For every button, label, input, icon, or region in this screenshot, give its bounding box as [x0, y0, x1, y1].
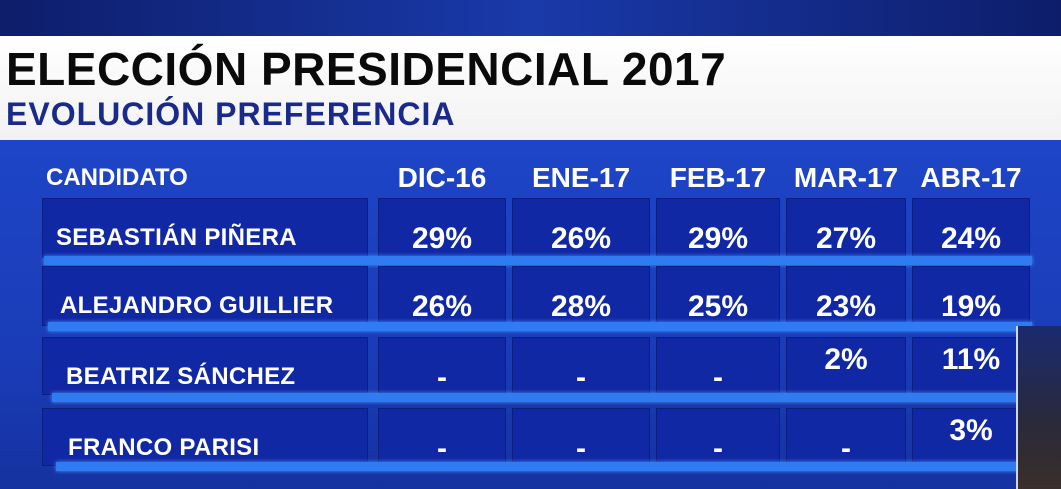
percentage-value: - — [576, 361, 586, 394]
value-cell — [786, 337, 906, 395]
presenter-silhouette — [1016, 326, 1061, 489]
percentage-value: 27% — [815, 222, 877, 255]
top-strip — [0, 0, 1061, 36]
value-cell — [656, 408, 780, 466]
name-cell — [42, 198, 368, 258]
value-cell — [512, 198, 650, 258]
value-cell — [786, 408, 906, 466]
value-cell — [786, 198, 906, 258]
name-cell — [42, 337, 368, 395]
candidate-name: BEATRIZ SÁNCHEZ — [66, 363, 296, 390]
percentage-value: 3% — [949, 414, 993, 447]
title-band — [0, 36, 1061, 140]
header-month: MAR-17 — [793, 162, 899, 193]
candidate-name: ALEJANDRO GUILLIER — [60, 292, 334, 319]
percentage-value: 26% — [411, 290, 473, 323]
percentage-value: - — [841, 432, 851, 465]
row-separator — [56, 462, 1032, 471]
percentage-value: 25% — [687, 290, 749, 323]
percentage-value: - — [437, 432, 447, 465]
percentage-value: 28% — [550, 290, 612, 323]
row-separator — [48, 322, 1032, 331]
value-cell — [512, 337, 650, 395]
percentage-value: 2% — [824, 343, 868, 376]
candidate-name: SEBASTIÁN PIÑERA — [56, 224, 297, 251]
percentage-value: - — [576, 432, 586, 465]
page-title: ELECCIÓN PRESIDENCIAL 2017 — [6, 43, 727, 95]
percentage-value: - — [437, 361, 447, 394]
percentage-value: 19% — [940, 290, 1002, 323]
header-month: FEB-17 — [669, 162, 767, 193]
percentage-value: - — [713, 361, 723, 394]
candidate-name: FRANCO PARISI — [68, 434, 260, 461]
header-month: ENE-17 — [531, 162, 631, 193]
value-cell — [512, 266, 650, 326]
value-cell — [378, 266, 506, 326]
value-cell — [912, 337, 1030, 395]
percentage-value: 24% — [940, 222, 1002, 255]
value-cell — [786, 266, 906, 326]
value-cell — [656, 337, 780, 395]
name-cell — [42, 266, 368, 326]
value-cell — [912, 266, 1030, 326]
header-candidato: CANDIDATO — [46, 164, 188, 191]
value-cell — [378, 408, 506, 466]
percentage-value: 11% — [941, 343, 1001, 376]
value-cell — [512, 408, 650, 466]
value-cell — [912, 408, 1030, 466]
row-separator — [52, 393, 1032, 402]
header-month: DIC-16 — [397, 162, 487, 193]
value-cell — [656, 198, 780, 258]
percentage-value: 26% — [550, 222, 612, 255]
name-cell — [42, 408, 368, 466]
value-cell — [378, 198, 506, 258]
page-subtitle: EVOLUCIÓN PREFERENCIA — [6, 96, 456, 132]
value-cell — [912, 198, 1030, 258]
percentage-value: - — [713, 432, 723, 465]
percentage-value: 29% — [411, 222, 473, 255]
value-cell — [656, 266, 780, 326]
row-separator — [44, 256, 1032, 265]
value-cell — [378, 337, 506, 395]
percentage-value: 23% — [815, 290, 877, 323]
header-month: ABR-17 — [920, 162, 1022, 193]
percentage-value: 29% — [687, 222, 749, 255]
